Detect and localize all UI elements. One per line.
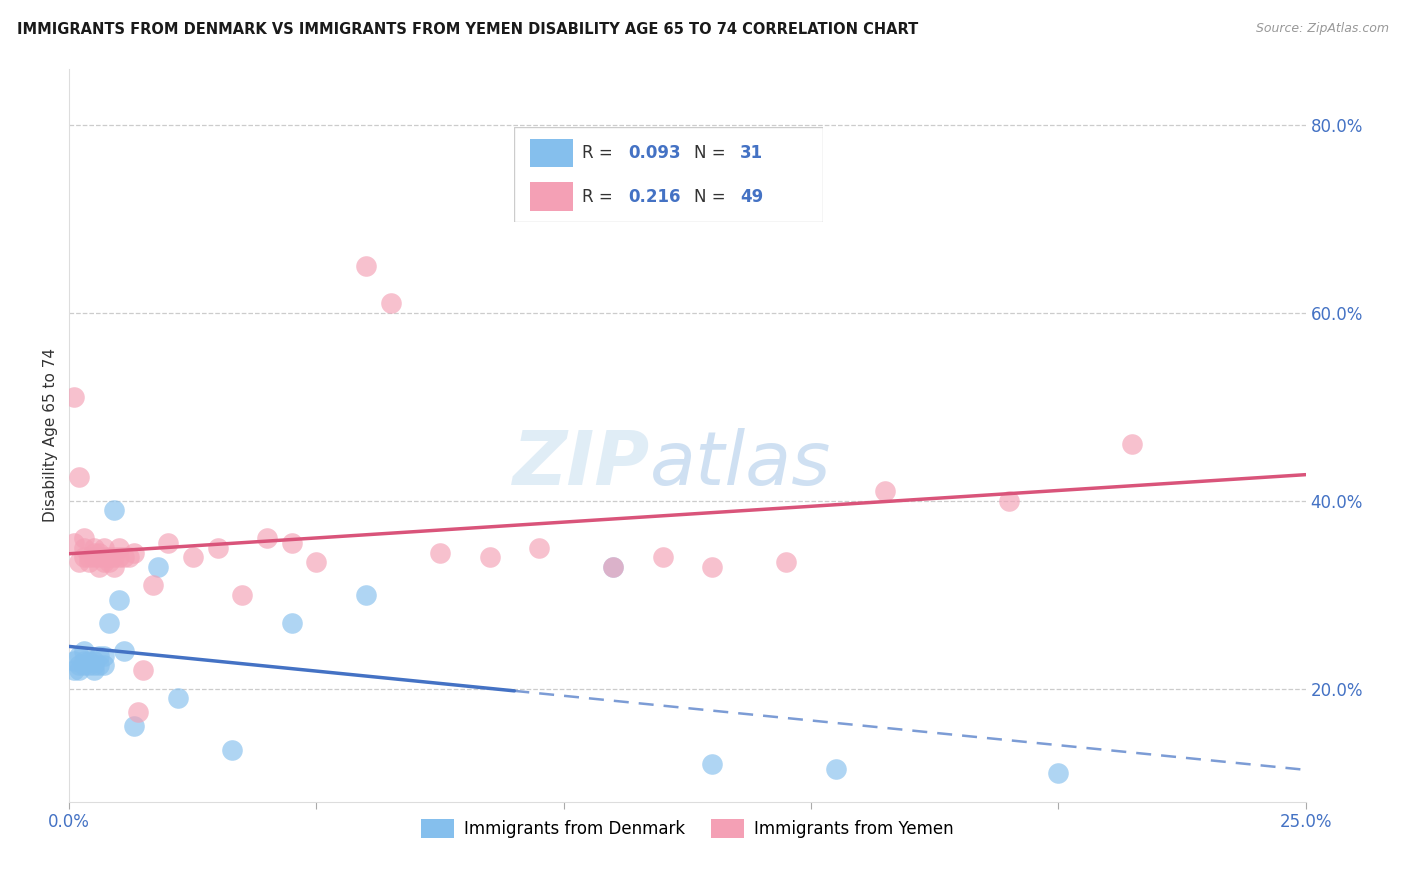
Point — [97, 550, 120, 565]
Point — [77, 555, 100, 569]
Point — [1047, 766, 1070, 780]
Point — [73, 644, 96, 658]
Point — [103, 559, 125, 574]
Point — [354, 259, 377, 273]
Point — [181, 550, 204, 565]
Point — [103, 550, 125, 565]
Point — [132, 663, 155, 677]
Point — [207, 541, 229, 555]
Text: IMMIGRANTS FROM DENMARK VS IMMIGRANTS FROM YEMEN DISABILITY AGE 65 TO 74 CORRELA: IMMIGRANTS FROM DENMARK VS IMMIGRANTS FR… — [17, 22, 918, 37]
Point — [157, 536, 180, 550]
Point — [93, 648, 115, 663]
Point — [527, 541, 550, 555]
Point — [142, 578, 165, 592]
Point — [87, 550, 110, 565]
Point — [700, 559, 723, 574]
Point — [73, 550, 96, 565]
Point — [112, 644, 135, 658]
Y-axis label: Disability Age 65 to 74: Disability Age 65 to 74 — [44, 348, 58, 522]
Point — [87, 658, 110, 673]
Point — [67, 555, 90, 569]
Point — [429, 545, 451, 559]
Point — [122, 545, 145, 559]
Point — [281, 615, 304, 630]
Point — [148, 559, 170, 574]
Point — [73, 541, 96, 555]
Point — [103, 503, 125, 517]
Point — [602, 559, 624, 574]
Point — [602, 559, 624, 574]
Point — [824, 762, 846, 776]
Point — [1121, 437, 1143, 451]
Text: ZIP: ZIP — [513, 428, 651, 501]
Point — [305, 555, 328, 569]
Point — [127, 706, 149, 720]
Point — [93, 550, 115, 565]
Point — [73, 658, 96, 673]
Point — [117, 550, 139, 565]
Point — [112, 550, 135, 565]
Point — [281, 536, 304, 550]
Point — [256, 532, 278, 546]
Point — [97, 615, 120, 630]
Point — [77, 654, 100, 668]
Point — [93, 541, 115, 555]
Point — [63, 391, 86, 405]
Point — [478, 550, 501, 565]
Point — [77, 550, 100, 565]
Point — [167, 691, 190, 706]
Point — [67, 648, 90, 663]
Point — [775, 555, 797, 569]
Point — [83, 545, 105, 559]
Text: Source: ZipAtlas.com: Source: ZipAtlas.com — [1256, 22, 1389, 36]
Point — [87, 545, 110, 559]
Point — [231, 588, 253, 602]
Point — [77, 658, 100, 673]
Point — [380, 296, 402, 310]
Point — [122, 719, 145, 733]
Point — [63, 536, 86, 550]
Point — [93, 555, 115, 569]
Point — [107, 541, 129, 555]
Point — [83, 663, 105, 677]
Point — [73, 532, 96, 546]
Point — [83, 658, 105, 673]
Point — [67, 663, 90, 677]
Text: atlas: atlas — [651, 428, 832, 500]
Point — [93, 658, 115, 673]
Point — [83, 654, 105, 668]
Point — [73, 654, 96, 668]
Point — [63, 663, 86, 677]
Legend: Immigrants from Denmark, Immigrants from Yemen: Immigrants from Denmark, Immigrants from… — [415, 812, 960, 845]
Point — [651, 550, 673, 565]
Point — [998, 493, 1021, 508]
Point — [221, 743, 243, 757]
Point — [107, 550, 129, 565]
Point — [354, 588, 377, 602]
Point — [63, 654, 86, 668]
Point — [83, 550, 105, 565]
Point — [67, 470, 90, 484]
Point — [107, 592, 129, 607]
Point — [83, 541, 105, 555]
Point — [87, 648, 110, 663]
Point — [87, 559, 110, 574]
Point — [67, 658, 90, 673]
Point — [700, 756, 723, 771]
Point — [875, 484, 897, 499]
Point — [97, 555, 120, 569]
